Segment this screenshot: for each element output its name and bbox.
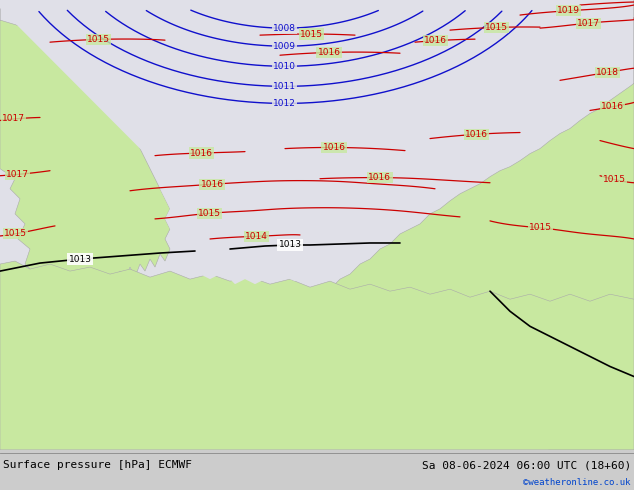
Polygon shape: [0, 0, 340, 284]
Text: 1009: 1009: [273, 42, 296, 50]
Text: 1010: 1010: [273, 62, 296, 71]
Text: 1011: 1011: [273, 82, 295, 91]
Text: 1016: 1016: [190, 148, 212, 157]
Text: 1017: 1017: [3, 115, 25, 123]
Text: 1016: 1016: [368, 173, 391, 182]
Polygon shape: [0, 261, 634, 450]
Text: 1019: 1019: [557, 6, 580, 15]
Text: 1015: 1015: [87, 35, 110, 44]
Text: 1016: 1016: [424, 36, 447, 45]
Text: 1016: 1016: [323, 143, 346, 152]
Text: 1014: 1014: [245, 232, 268, 241]
Polygon shape: [330, 0, 634, 450]
Text: 1017: 1017: [6, 170, 29, 179]
Text: 1013: 1013: [278, 241, 302, 249]
Text: Sa 08-06-2024 06:00 UTC (18+60): Sa 08-06-2024 06:00 UTC (18+60): [422, 460, 631, 470]
Text: 1018: 1018: [596, 68, 619, 77]
Text: 1017: 1017: [577, 19, 600, 27]
Text: Surface pressure [hPa] ECMWF: Surface pressure [hPa] ECMWF: [3, 460, 192, 470]
Text: 1015: 1015: [300, 29, 323, 39]
Text: 1013: 1013: [68, 254, 91, 264]
Text: ©weatheronline.co.uk: ©weatheronline.co.uk: [523, 478, 631, 487]
Text: 1016: 1016: [465, 130, 488, 139]
Text: 1015: 1015: [603, 175, 626, 184]
Text: 1012: 1012: [273, 99, 295, 108]
Text: 1016: 1016: [601, 102, 624, 111]
Polygon shape: [0, 0, 170, 304]
Text: 1016: 1016: [200, 180, 224, 189]
Text: 1015: 1015: [529, 223, 552, 232]
Text: 1016: 1016: [318, 48, 340, 57]
Text: 1015: 1015: [4, 229, 27, 238]
Text: 1015: 1015: [198, 209, 221, 218]
Text: 1008: 1008: [273, 24, 296, 33]
Text: 1015: 1015: [484, 23, 508, 32]
